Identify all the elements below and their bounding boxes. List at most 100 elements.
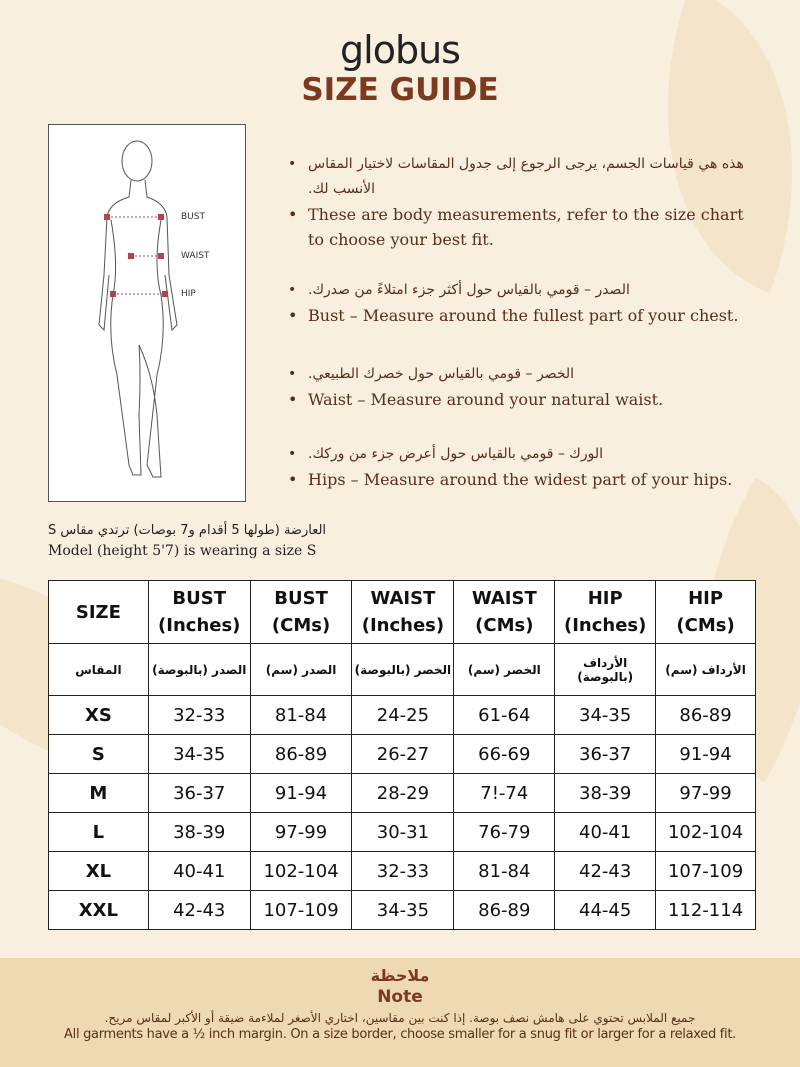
- measurement-cell: 36-37: [554, 734, 657, 774]
- size-cell: XS: [48, 695, 149, 735]
- measurement-cell: 24-25: [351, 695, 455, 735]
- column-header-text: HIP: [688, 588, 724, 609]
- column-header: HIP (Inches): [554, 580, 657, 644]
- column-header-ar: المقاس: [48, 643, 149, 696]
- column-header-text: WAIST: [471, 588, 537, 609]
- note-title-en: Note: [377, 987, 423, 1007]
- measurement-cell: 30-31: [351, 812, 455, 852]
- measurement-instructions: هذه هي قياسات الجسم، يرجى الرجوع إلى جدو…: [288, 152, 758, 514]
- label-bust: BUST: [181, 212, 205, 222]
- measurement-cell: 34-35: [351, 890, 455, 930]
- measurement-cell: 36-37: [147, 773, 251, 813]
- table-row: L 38-39 97-99 30-31 76-79 40-41 102-104: [48, 812, 756, 852]
- note-text-en: All garments have a ½ inch margin. On a …: [64, 1027, 736, 1042]
- note-text-ar: جميع الملابس تحتوي على هامش نصف بوصة. إذ…: [104, 1011, 696, 1025]
- column-header-ar: الأرداف (بالبوصة): [554, 643, 657, 696]
- measurement-cell: 32-33: [147, 695, 251, 735]
- instruction-en: Waist – Measure around your natural wais…: [288, 387, 758, 412]
- table-row: S 34-35 86-89 26-27 66-69 36-37 91-94: [48, 734, 756, 774]
- measurement-cell: 81-84: [249, 695, 353, 735]
- size-cell: XXL: [48, 890, 149, 930]
- label-hip: HIP: [181, 289, 196, 299]
- brand-logo: globus: [340, 28, 461, 72]
- table-row: XL 40-41 102-104 32-33 81-84 42-43 107-109: [48, 851, 756, 891]
- measurement-cell: 91-94: [655, 734, 756, 774]
- measurement-cell: 38-39: [147, 812, 251, 852]
- column-header: WAIST (CMs): [453, 580, 556, 644]
- column-header-text: WAIST: [370, 588, 436, 609]
- measurement-cell: 40-41: [147, 851, 251, 891]
- measurement-cell: 34-35: [147, 734, 251, 774]
- column-header-ar: الخصر (بالبوصة): [351, 643, 455, 696]
- note-title-ar: ملاحظة: [370, 966, 430, 985]
- column-header-ar: الصدر (بالبوصة): [147, 643, 251, 696]
- measurement-cell: 112-114: [655, 890, 756, 930]
- measurement-cell: 32-33: [351, 851, 455, 891]
- measurement-cell: 34-35: [554, 695, 657, 735]
- table-row: XS 32-33 81-84 24-25 61-64 34-35 86-89: [48, 695, 756, 735]
- page-title: SIZE GUIDE: [301, 72, 499, 108]
- column-header-text: HIP: [587, 588, 623, 609]
- column-header: HIP (CMs): [655, 580, 756, 644]
- table-row: M 36-37 91-94 28-29 7!-74 38-39 97-99: [48, 773, 756, 813]
- column-header-text: (CMs): [475, 615, 534, 636]
- measurement-cell: 86-89: [655, 695, 756, 735]
- measurement-cell: 97-99: [655, 773, 756, 813]
- measurement-cell: 42-43: [147, 890, 251, 930]
- column-header: SIZE: [48, 580, 149, 644]
- instruction-en: Hips – Measure around the widest part of…: [288, 467, 758, 492]
- instruction-ar: الورك – قومي بالقياس حول أعرض جزء من ورك…: [288, 442, 758, 467]
- size-chart-table: SIZE BUST (Inches) BUST (CMs) WAIST (Inches) WA…: [48, 580, 756, 930]
- measurement-cell: 26-27: [351, 734, 455, 774]
- column-header-ar: الأرداف (سم): [655, 643, 756, 696]
- column-header-text: (Inches): [361, 615, 445, 636]
- model-info: العارضة (طولها 5 أقدام و7 بوصات) ترتدي م…: [48, 521, 326, 561]
- measurement-cell: 107-109: [249, 890, 353, 930]
- measurement-cell: 107-109: [655, 851, 756, 891]
- size-cell: XL: [48, 851, 149, 891]
- measurement-cell: 76-79: [453, 812, 556, 852]
- body-measurement-figure: BUST WAIST HIP: [48, 124, 246, 502]
- column-header-text: (CMs): [271, 615, 331, 636]
- table-header-row: SIZE BUST (Inches) BUST (CMs) WAIST (Inches) WA…: [48, 580, 756, 644]
- measurement-cell: 44-45: [554, 890, 657, 930]
- measurement-cell: 81-84: [453, 851, 556, 891]
- size-cell: S: [48, 734, 149, 774]
- measurement-cell: 86-89: [453, 890, 556, 930]
- measurement-cell: 40-41: [554, 812, 657, 852]
- measurement-cell: 66-69: [453, 734, 556, 774]
- measurement-cell: 7!-74: [453, 773, 556, 813]
- model-info-en: Model (height 5'7) is wearing a size S: [48, 543, 317, 559]
- table-row: XXL 42-43 107-109 34-35 86-89 44-45 112-114: [48, 890, 756, 930]
- instruction-en: These are body measurements, refer to th…: [288, 202, 758, 252]
- column-header-text: BUST: [172, 588, 226, 609]
- note-section: ملاحظة Note جميع الملابس تحتوي على هامش …: [0, 958, 800, 1067]
- column-header-text: (Inches): [158, 615, 241, 636]
- measurement-cell: 42-43: [554, 851, 657, 891]
- column-header-ar: الخصر (سم): [453, 643, 556, 696]
- instruction-en: Bust – Measure around the fullest part o…: [288, 303, 758, 328]
- measurement-cell: 91-94: [249, 773, 353, 813]
- instruction-ar: الخصر – قومي بالقياس حول خصرك الطبيعي.: [288, 362, 758, 387]
- column-header: BUST (Inches): [147, 580, 251, 644]
- column-header: BUST (CMs): [249, 580, 353, 644]
- column-header: WAIST (Inches): [351, 580, 455, 644]
- column-header-text: (Inches): [563, 615, 647, 636]
- measurement-cell: 97-99: [249, 812, 353, 852]
- measurement-cell: 102-104: [655, 812, 756, 852]
- size-cell: L: [48, 812, 149, 852]
- measurement-cell: 28-29: [351, 773, 455, 813]
- measurement-cell: 61-64: [453, 695, 556, 735]
- measurement-cell: 38-39: [554, 773, 657, 813]
- instruction-ar: هذه هي قياسات الجسم، يرجى الرجوع إلى جدو…: [288, 152, 758, 202]
- column-header-ar: الصدر (سم): [249, 643, 353, 696]
- measurement-cell: 102-104: [249, 851, 353, 891]
- label-waist: WAIST: [181, 251, 210, 261]
- model-info-ar: العارضة (طولها 5 أقدام و7 بوصات) ترتدي م…: [48, 523, 327, 538]
- column-header-text: SIZE: [75, 601, 121, 623]
- column-header-text: BUST: [274, 588, 328, 609]
- size-cell: M: [48, 773, 149, 813]
- measurement-cell: 86-89: [249, 734, 353, 774]
- table-header-row-ar: المقاس الصدر (بالبوصة) الصدر (سم) الخصر (با…: [48, 643, 756, 696]
- column-header-text: (CMs): [676, 615, 735, 636]
